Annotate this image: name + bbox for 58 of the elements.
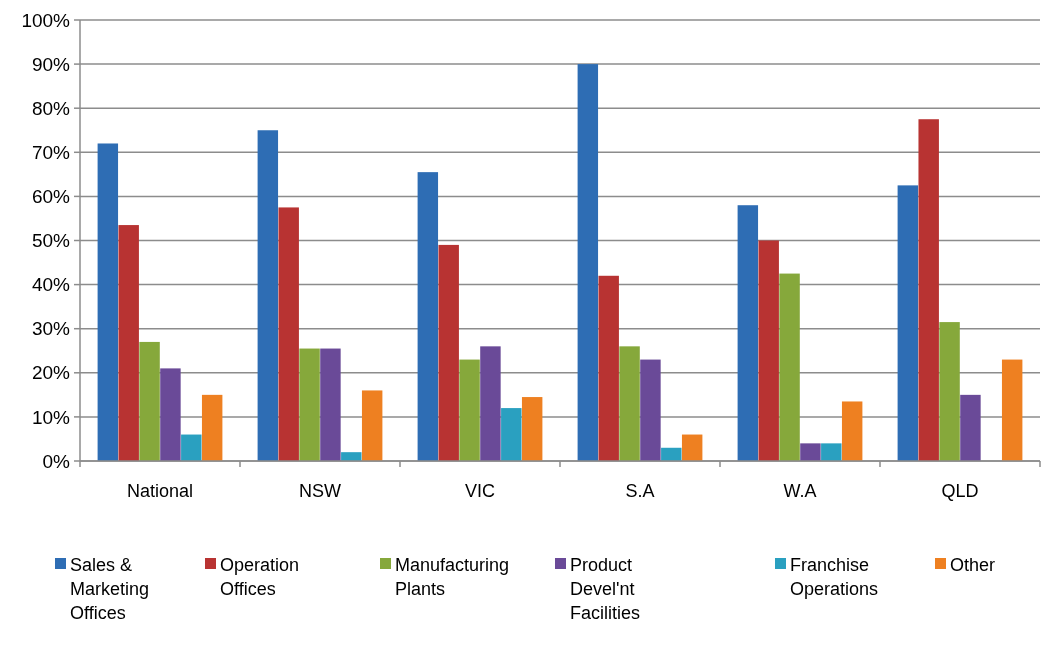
- bar: [139, 341, 160, 461]
- x-tick-label: National: [126, 481, 194, 501]
- bar: [97, 143, 119, 461]
- y-tick-label: 30%: [31, 318, 71, 340]
- bar: [118, 225, 139, 461]
- y-tick-label: 60%: [31, 186, 71, 208]
- bar: [577, 64, 599, 461]
- bar: [841, 401, 863, 461]
- bar: [779, 273, 800, 461]
- bar: [821, 443, 842, 461]
- bar: [160, 368, 181, 461]
- x-tick-label: W.A: [783, 481, 817, 501]
- bar: [918, 119, 939, 461]
- bar: [299, 348, 320, 461]
- y-tick-label: 80%: [31, 97, 71, 119]
- x-tick-label: VIC: [464, 481, 496, 501]
- bar: [361, 390, 383, 461]
- bar: [1001, 359, 1023, 461]
- bar: [758, 240, 779, 461]
- bar: [640, 359, 661, 461]
- y-tick-label: 90%: [31, 53, 71, 75]
- bar: [681, 434, 703, 461]
- bar: [480, 346, 501, 461]
- x-tick-label: S.A: [625, 481, 655, 501]
- y-tick-label: 40%: [31, 274, 71, 296]
- bar: [320, 348, 341, 461]
- x-tick-label: QLD: [941, 481, 979, 501]
- bar: [598, 275, 619, 461]
- bar: [939, 322, 960, 461]
- bar: [521, 397, 543, 461]
- legend-label: Franchise Operations: [790, 555, 879, 599]
- bar: [960, 394, 981, 461]
- bar: [800, 443, 821, 461]
- y-tick-label: 10%: [31, 406, 71, 428]
- bar: [661, 447, 682, 461]
- bar: [257, 130, 279, 461]
- bar: [341, 452, 362, 461]
- y-tick-label: 70%: [31, 141, 71, 163]
- bar: [459, 359, 480, 461]
- bar: [897, 185, 919, 461]
- y-tick-label: 20%: [31, 362, 71, 384]
- y-tick-label: 50%: [31, 230, 71, 252]
- bar: [501, 408, 522, 461]
- legend-label: Operation Offices: [220, 555, 300, 599]
- y-tick-label: 0%: [42, 450, 71, 472]
- bar: [201, 394, 223, 461]
- bar: [181, 434, 202, 461]
- legend-label: Product Devel'nt Facilities: [570, 555, 641, 623]
- legend-label: Other: [950, 555, 996, 575]
- bar: [417, 172, 439, 461]
- x-tick-label: NSW: [299, 481, 341, 501]
- legend-label: Manufacturing Plants: [395, 555, 510, 599]
- legend-label: Sales & Marketing Offices: [70, 555, 150, 623]
- bar: [438, 244, 459, 461]
- y-tick-label: 100%: [21, 9, 71, 31]
- bar: [737, 205, 759, 461]
- bar: [278, 207, 299, 461]
- bar: [619, 346, 640, 461]
